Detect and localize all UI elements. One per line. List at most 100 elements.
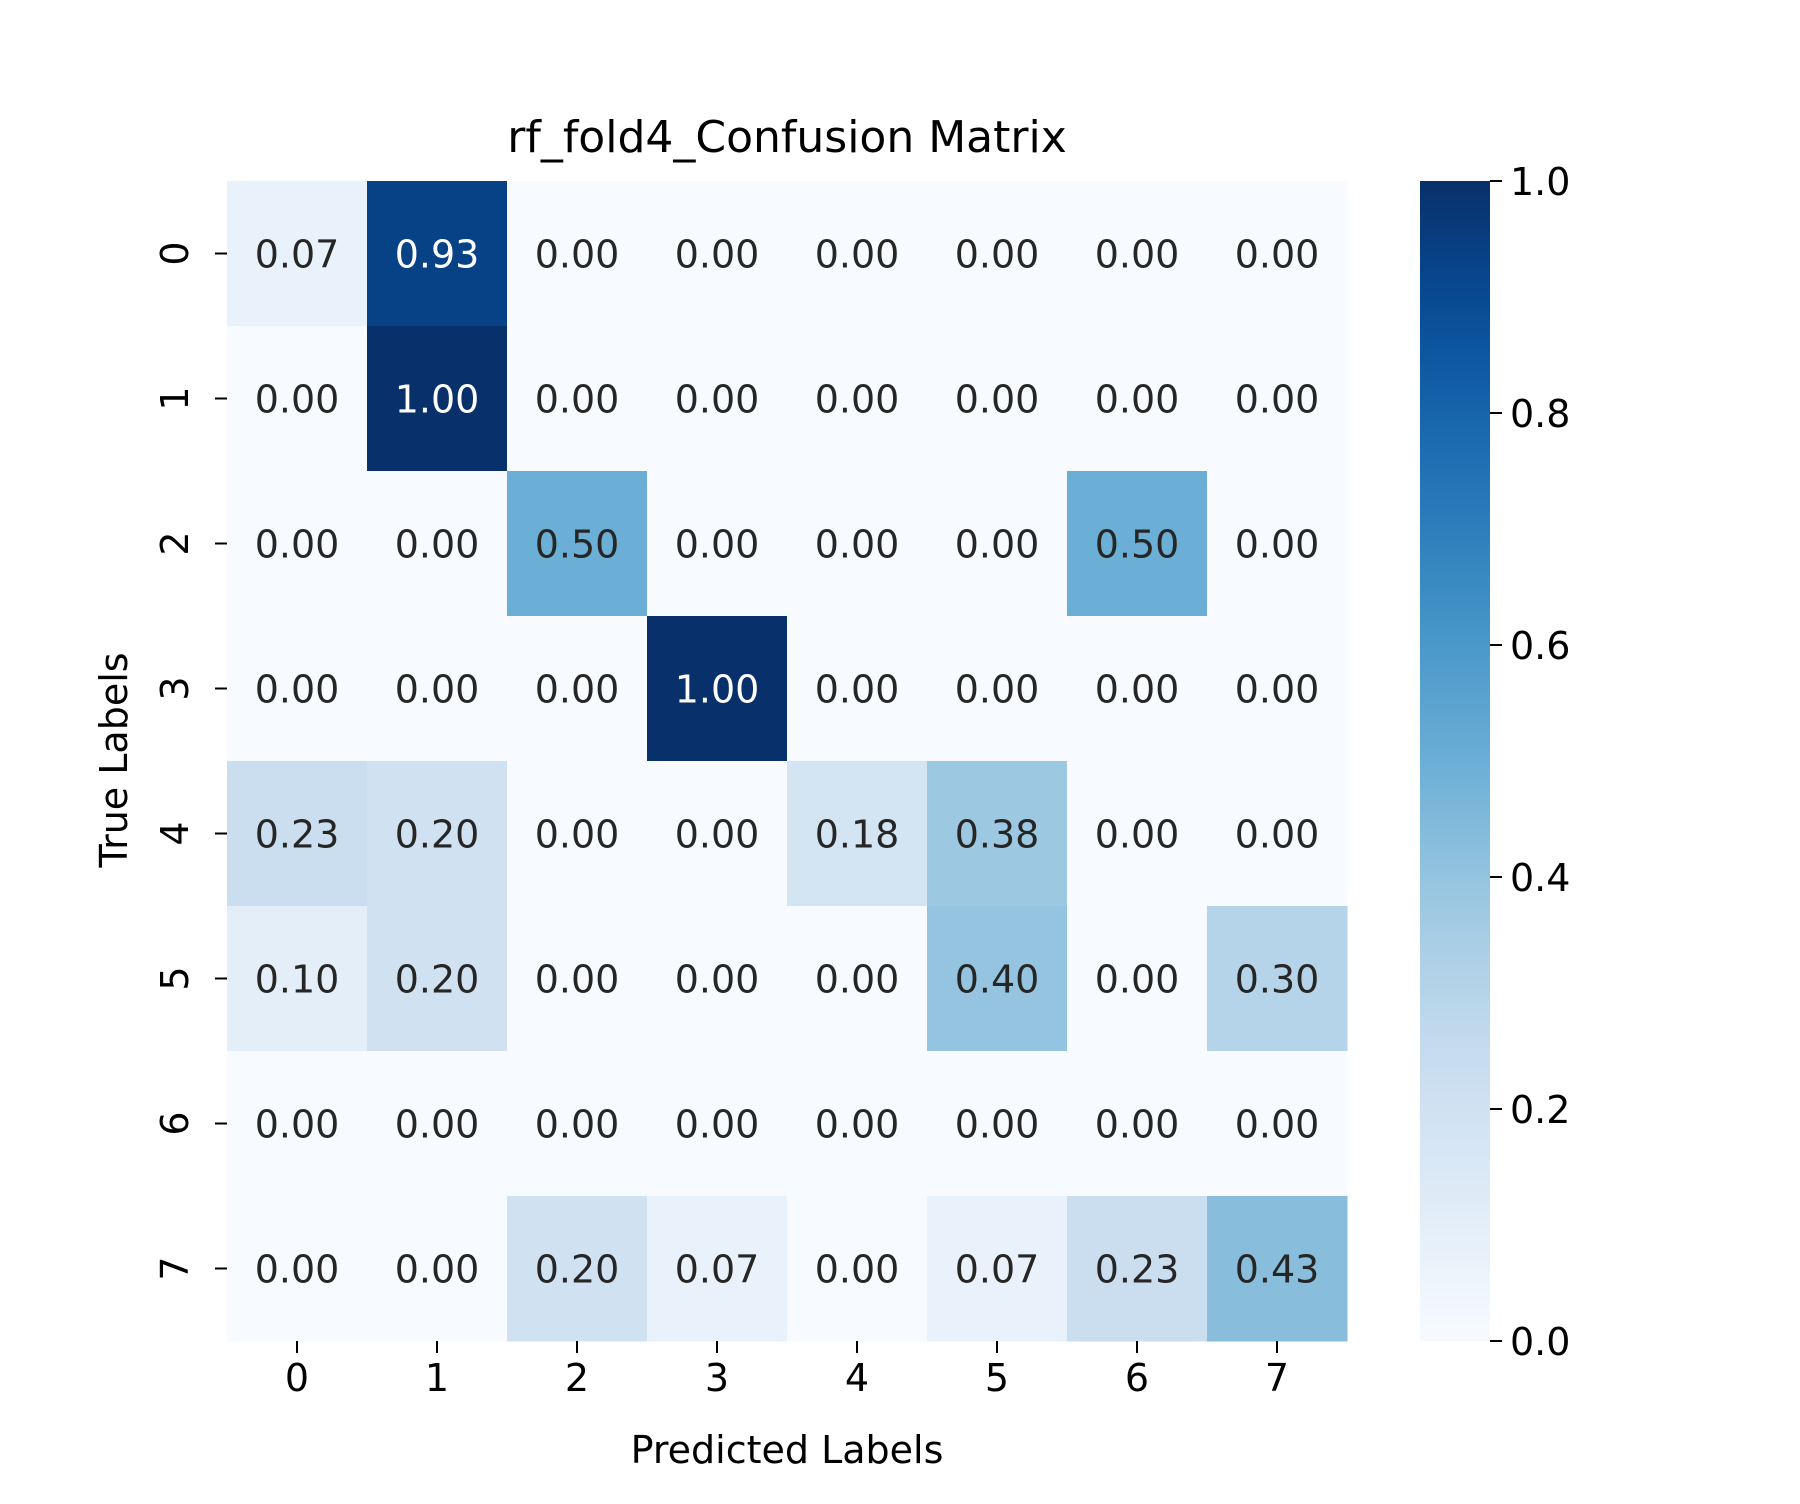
- heatmap-cell: [787, 181, 928, 327]
- heatmap-cell: [1067, 1196, 1208, 1342]
- heatmap-cell: [367, 326, 508, 472]
- heatmap-cell: [367, 906, 508, 1052]
- cell-value-label: 0.00: [1235, 1103, 1320, 1147]
- y-tick-label: 4: [153, 821, 197, 845]
- cell-value-label: 0.00: [815, 378, 900, 422]
- heatmap-cell: [227, 326, 368, 472]
- colorbar-gradient: [1420, 181, 1490, 1341]
- cell-value-label: 0.00: [1235, 813, 1320, 857]
- y-tick-label: 1: [153, 386, 197, 410]
- cell-value-label: 0.23: [1095, 1248, 1180, 1292]
- cell-value-label: 0.00: [395, 1248, 480, 1292]
- cell-value-label: 0.10: [255, 958, 340, 1002]
- cell-value-label: 0.00: [1095, 958, 1180, 1002]
- heatmap-cell: [927, 906, 1068, 1052]
- heatmap-cell: [787, 326, 928, 472]
- cell-value-label: 0.00: [1095, 233, 1180, 277]
- x-tick-label: 2: [565, 1356, 589, 1400]
- cell-value-label: 0.07: [255, 233, 340, 277]
- heatmap-cell: [1067, 906, 1208, 1052]
- heatmap-cell: [507, 326, 648, 472]
- cell-value-label: 0.00: [675, 233, 760, 277]
- heatmap-cell: [927, 1051, 1068, 1197]
- heatmap-cell: [1067, 1051, 1208, 1197]
- colorbar-tick-label: 0.4: [1510, 856, 1570, 900]
- heatmap-cell: [927, 616, 1068, 762]
- cell-value-label: 0.00: [955, 668, 1040, 712]
- cell-value-label: 0.00: [815, 958, 900, 1002]
- cell-value-label: 0.00: [955, 1103, 1040, 1147]
- cell-value-label: 0.00: [535, 1103, 620, 1147]
- colorbar-tick-label: 0.8: [1510, 392, 1570, 436]
- heatmap-cell: [507, 906, 648, 1052]
- cell-value-label: 0.00: [955, 523, 1040, 567]
- heatmap-cell: [927, 471, 1068, 617]
- heatmap-cell: [1207, 471, 1348, 617]
- y-tick-label: 7: [153, 1256, 197, 1280]
- heatmap-cell: [367, 471, 508, 617]
- heatmap-cell: [647, 471, 788, 617]
- cell-value-label: 0.43: [1235, 1248, 1320, 1292]
- x-tick-label: 1: [425, 1356, 449, 1400]
- colorbar: 0.0 0.2 0.4 0.6 0.8 1.0: [1420, 160, 1570, 1364]
- cell-value-label: 0.00: [815, 233, 900, 277]
- heatmap-cell: [1207, 761, 1348, 907]
- cell-value-label: 0.00: [395, 1103, 480, 1147]
- heatmap-cell: [507, 1051, 648, 1197]
- cell-value-label: 0.07: [955, 1248, 1040, 1292]
- cell-value-label: 0.93: [395, 233, 480, 277]
- y-tick-label: 2: [153, 531, 197, 555]
- colorbar-tick-label: 0.6: [1510, 624, 1570, 668]
- heatmap-cell: [927, 181, 1068, 327]
- heatmap-cell: [1067, 181, 1208, 327]
- cell-annotations: 0.07 0.93 0.00 0.00 0.00 0.00 0.00 0.00 0.00 1.00…: [255, 233, 1320, 1292]
- x-tick-label: 5: [985, 1356, 1009, 1400]
- cell-value-label: 0.00: [255, 1248, 340, 1292]
- colorbar-tick-label: 0.2: [1510, 1088, 1570, 1132]
- cell-value-label: 0.30: [1235, 958, 1320, 1002]
- heatmap-cell: [367, 761, 508, 907]
- cell-value-label: 0.20: [535, 1248, 620, 1292]
- heatmap-cell: [787, 616, 928, 762]
- cell-value-label: 0.00: [1235, 233, 1320, 277]
- heatmap-cell: [507, 616, 648, 762]
- cell-value-label: 0.00: [675, 813, 760, 857]
- heatmap-cell: [787, 1196, 928, 1342]
- heatmap-cell: [227, 1051, 368, 1197]
- heatmap-cell: [647, 616, 788, 762]
- cell-value-label: 0.00: [535, 233, 620, 277]
- cell-value-label: 0.00: [255, 523, 340, 567]
- cell-value-label: 0.00: [395, 668, 480, 712]
- y-axis: 0 1 2 3 4 5 6 7: [153, 241, 227, 1281]
- colorbar-tick-label: 0.0: [1510, 1320, 1570, 1364]
- cell-value-label: 0.00: [1235, 523, 1320, 567]
- heatmap-cell: [227, 471, 368, 617]
- heatmap-cell: [227, 616, 368, 762]
- cell-value-label: 0.00: [1095, 668, 1180, 712]
- cell-value-label: 0.00: [815, 1103, 900, 1147]
- cell-value-label: 0.00: [955, 378, 1040, 422]
- cell-value-label: 0.00: [535, 668, 620, 712]
- cell-value-label: 0.00: [535, 813, 620, 857]
- heatmap-cell: [227, 906, 368, 1052]
- cell-value-label: 1.00: [675, 668, 760, 712]
- heatmap-cell: [787, 761, 928, 907]
- x-axis-label: Predicted Labels: [631, 1428, 944, 1472]
- cell-value-label: 0.20: [395, 813, 480, 857]
- y-tick-label: 5: [153, 966, 197, 990]
- cell-value-label: 0.00: [395, 523, 480, 567]
- cell-value-label: 0.20: [395, 958, 480, 1002]
- cell-value-label: 0.00: [955, 233, 1040, 277]
- heatmap-cell: [927, 761, 1068, 907]
- heatmap-cell: [1207, 1051, 1348, 1197]
- y-tick-label: 6: [153, 1111, 197, 1135]
- heatmap-cell: [507, 1196, 648, 1342]
- heatmap-cell: [367, 181, 508, 327]
- cell-value-label: 0.00: [675, 1103, 760, 1147]
- cell-value-label: 0.00: [255, 1103, 340, 1147]
- heatmap-cell: [507, 471, 648, 617]
- cell-value-label: 0.50: [535, 523, 620, 567]
- heatmap-cell: [227, 761, 368, 907]
